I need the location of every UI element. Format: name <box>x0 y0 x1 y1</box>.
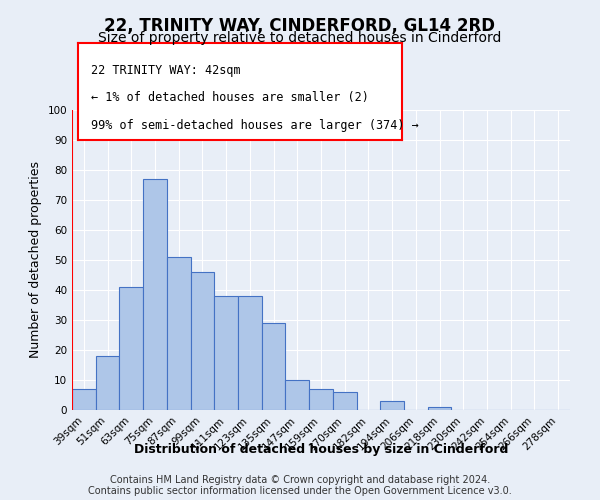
Bar <box>191 272 214 410</box>
Bar <box>72 389 96 410</box>
Text: Contains public sector information licensed under the Open Government Licence v3: Contains public sector information licen… <box>88 486 512 496</box>
Bar <box>428 407 451 410</box>
Bar <box>333 392 356 410</box>
Bar <box>143 179 167 410</box>
Bar <box>214 296 238 410</box>
Text: Size of property relative to detached houses in Cinderford: Size of property relative to detached ho… <box>98 31 502 45</box>
Bar <box>119 287 143 410</box>
Text: ← 1% of detached houses are smaller (2): ← 1% of detached houses are smaller (2) <box>91 91 369 104</box>
Text: Contains HM Land Registry data © Crown copyright and database right 2024.: Contains HM Land Registry data © Crown c… <box>110 475 490 485</box>
Text: 99% of semi-detached houses are larger (374) →: 99% of semi-detached houses are larger (… <box>91 118 419 132</box>
Bar <box>380 401 404 410</box>
Text: 22 TRINITY WAY: 42sqm: 22 TRINITY WAY: 42sqm <box>91 64 241 77</box>
Text: Distribution of detached houses by size in Cinderford: Distribution of detached houses by size … <box>134 442 508 456</box>
Bar <box>167 257 191 410</box>
Bar <box>286 380 309 410</box>
Bar <box>96 356 119 410</box>
Bar <box>238 296 262 410</box>
Text: 22, TRINITY WAY, CINDERFORD, GL14 2RD: 22, TRINITY WAY, CINDERFORD, GL14 2RD <box>104 18 496 36</box>
Bar <box>309 389 333 410</box>
Bar <box>262 323 286 410</box>
Y-axis label: Number of detached properties: Number of detached properties <box>29 162 42 358</box>
